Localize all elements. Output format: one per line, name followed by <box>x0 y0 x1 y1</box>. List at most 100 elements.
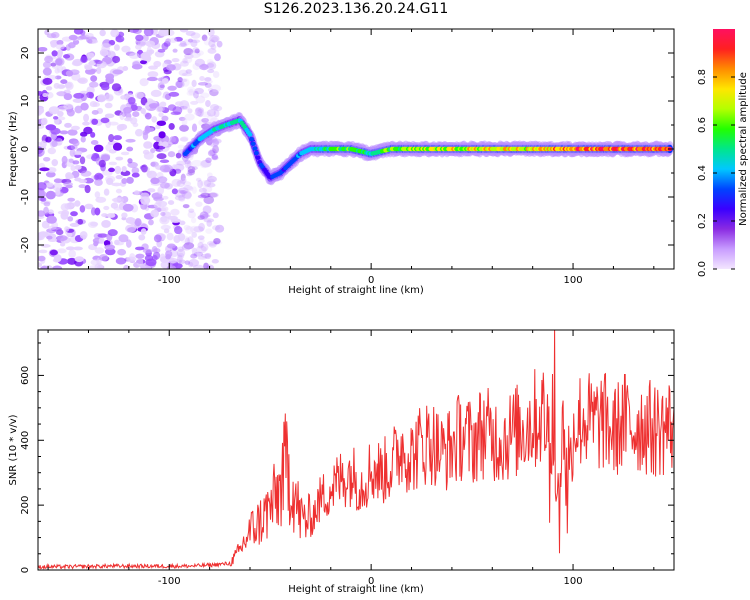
spectrogram-noise-cell <box>125 138 136 143</box>
spectrogram-noise-cell <box>104 93 114 102</box>
spectrogram-noise-cell <box>194 107 205 114</box>
spectrogram-noise-cell <box>182 181 192 187</box>
spectrogram-noise-cell <box>93 240 99 247</box>
spectrogram-noise-cell <box>104 113 115 119</box>
spectrogram-noise-cell <box>127 161 138 169</box>
spectrogram-noise-cell <box>42 77 53 85</box>
spectrogram-y-tick-label: 20 <box>20 47 31 60</box>
spectrogram-noise-cell <box>200 159 212 168</box>
spectrogram-noise-cell <box>180 173 186 182</box>
spectrogram-noise-cell <box>100 117 110 124</box>
spectrogram-noise-cell <box>43 156 51 162</box>
spectrogram-noise-cell <box>135 44 142 50</box>
spectrogram-noise-cell <box>157 81 165 91</box>
spectrogram-noise-cell <box>195 107 202 116</box>
spectrogram-noise-cell <box>171 188 178 195</box>
spectrogram-noise-cell <box>190 50 201 59</box>
spectrogram-noise-cell <box>66 257 77 265</box>
spectrogram-noise-cell <box>107 229 118 237</box>
spectrogram-noise-cell <box>115 257 127 265</box>
spectrogram-noise-cell <box>59 130 69 135</box>
spectrogram-noise-cell <box>169 136 177 143</box>
spectrogram-noise-cell <box>121 45 131 53</box>
spectrogram-noise-cell <box>56 49 64 56</box>
spectrogram-noise-cell <box>104 102 113 109</box>
spectrogram-noise-cell <box>135 253 145 259</box>
spectrogram-noise-cell <box>38 255 46 262</box>
spectrogram-noise-cell <box>140 196 151 205</box>
spectrogram-noise-cell <box>47 147 57 155</box>
spectrogram-noise-cell <box>42 67 52 76</box>
spectrogram-noise-cell <box>191 123 198 132</box>
spectrogram-noise-cell <box>213 237 221 245</box>
spectrogram-noise-cell <box>79 156 86 165</box>
spectrogram-noise-cell <box>153 60 162 68</box>
spectrogram-noise-cell <box>125 239 132 248</box>
spectrogram-noise-cell <box>94 60 103 65</box>
spectrogram-noise-cell <box>41 117 48 126</box>
spectrogram-noise-cell <box>38 231 49 238</box>
spectrogram-noise-cell <box>181 78 190 87</box>
spectrogram-noise-cell <box>178 78 188 83</box>
spectrogram-noise-cell <box>206 114 217 123</box>
spectrogram-noise-cell <box>203 179 212 187</box>
spectrogram-noise-cell <box>188 88 194 96</box>
spectrogram-noise-cell <box>172 48 178 53</box>
spectrogram-noise-cell <box>51 50 58 57</box>
spectrogram-noise-cell <box>139 78 149 87</box>
spectrogram-noise-cell <box>134 218 142 227</box>
spectrogram-noise-cell <box>170 111 182 116</box>
spectrogram-noise-cell <box>187 108 193 114</box>
spectrogram-noise-cell <box>167 200 175 206</box>
spectrogram-x-tick-label: 100 <box>564 275 583 286</box>
spectrogram-ridge-core <box>255 155 261 160</box>
spectrogram-noise-cell <box>158 131 166 139</box>
spectrogram-noise-cell <box>115 188 123 194</box>
spectrogram-noise-cell <box>45 190 56 200</box>
spectrogram-noise-cell <box>93 174 100 181</box>
spectrogram-noise-cell <box>198 187 207 193</box>
spectrogram-noise-cell <box>150 89 162 98</box>
spectrogram-noise-cell <box>179 41 187 47</box>
spectrogram-noise-cell <box>140 108 146 115</box>
spectrogram-noise-cell <box>80 56 88 64</box>
spectrogram-noise-cell <box>55 43 65 50</box>
spectrogram-noise-cell <box>168 257 178 264</box>
spectrogram-noise-cell <box>190 39 201 44</box>
spectrogram-noise-cell <box>212 70 220 78</box>
spectrogram-noise-cell <box>151 246 158 253</box>
spectrogram-noise-cell <box>176 254 183 263</box>
spectrogram-noise-cell <box>90 259 100 266</box>
spectrogram-noise-cell <box>165 250 173 258</box>
spectrogram-noise-cell <box>200 192 211 198</box>
spectrogram-noise-cell <box>100 84 110 91</box>
spectrogram-noise-cell <box>112 69 124 75</box>
spectrogram-noise-cell <box>204 252 212 260</box>
spectrogram-ridge-core <box>249 137 255 142</box>
spectrogram-noise-cell <box>211 153 218 160</box>
spectrogram-noise-cell <box>191 247 198 253</box>
colorbar: 0.0 0.2 0.4 0.6 0.8 Normalized spectral ampl… <box>697 29 749 277</box>
snr-x-ticks: -100 0 100 <box>47 330 655 587</box>
spectrogram-x-axis-label: Height of straight line (km) <box>288 285 424 296</box>
spectrogram-noise-cell <box>206 109 216 117</box>
spectrogram-noise-cell <box>120 151 130 156</box>
spectrogram-noise-cell <box>63 54 71 59</box>
spectrogram-noise-cell <box>101 213 108 218</box>
spectrogram-noise-cell <box>52 265 63 269</box>
spectrogram-noise-cell <box>178 69 189 77</box>
spectrogram-noise-cell <box>46 167 57 173</box>
spectrogram-noise-cell <box>84 65 93 71</box>
spectrogram-noise-cell <box>168 123 175 130</box>
spectrogram-noise-cell <box>196 245 207 254</box>
spectrogram-noise-cell <box>80 102 89 111</box>
colorbar-label: Normalized spectral amplitude <box>738 72 749 226</box>
spectrogram-noise-cell <box>184 160 192 169</box>
spectrogram-noise-cell <box>179 124 189 132</box>
spectrogram-noise-cell <box>184 260 190 265</box>
spectrogram-noise-cell <box>180 177 186 185</box>
spectrogram-noise-cell <box>179 105 188 110</box>
spectrogram-noise-cell <box>106 50 115 58</box>
spectrogram-noise-cell <box>87 39 93 44</box>
